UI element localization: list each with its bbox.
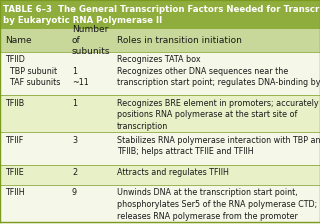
Text: Unwinds DNA at the transcription start point,
phosphorylates Ser5 of the RNA pol: Unwinds DNA at the transcription start p… bbox=[117, 188, 317, 221]
Text: TFIIH: TFIIH bbox=[5, 188, 24, 197]
FancyBboxPatch shape bbox=[0, 95, 320, 132]
Text: Stabilizes RNA polymerase interaction with TBP and
TFIIB; helps attract TFIIE an: Stabilizes RNA polymerase interaction wi… bbox=[117, 136, 320, 156]
Text: Attracts and regulates TFIIH: Attracts and regulates TFIIH bbox=[117, 168, 229, 177]
Text: 1: 1 bbox=[72, 99, 77, 108]
Text: 1
~11: 1 ~11 bbox=[72, 55, 89, 88]
FancyBboxPatch shape bbox=[0, 132, 320, 165]
FancyBboxPatch shape bbox=[0, 0, 320, 29]
Text: Number
of
subunits: Number of subunits bbox=[72, 25, 110, 56]
Text: TFIID
  TBP subunit
  TAF subunits: TFIID TBP subunit TAF subunits bbox=[5, 55, 60, 88]
FancyBboxPatch shape bbox=[0, 52, 320, 95]
FancyBboxPatch shape bbox=[0, 185, 320, 222]
Text: Roles in transition initiation: Roles in transition initiation bbox=[117, 36, 242, 45]
Text: 2: 2 bbox=[72, 168, 77, 177]
Text: TFIIB: TFIIB bbox=[5, 99, 24, 108]
Text: TFIIF: TFIIF bbox=[5, 136, 23, 144]
Text: TABLE 6–3  The General Transcription Factors Needed for Transcription Initiation: TABLE 6–3 The General Transcription Fact… bbox=[3, 4, 320, 25]
Text: TFIIE: TFIIE bbox=[5, 168, 24, 177]
Text: 3: 3 bbox=[72, 136, 77, 144]
Text: Recognizes BRE element in promoters; accurately
positions RNA polymerase at the : Recognizes BRE element in promoters; acc… bbox=[117, 99, 318, 131]
Text: Recognizes TATA box
Recognizes other DNA sequences near the
transcription start : Recognizes TATA box Recognizes other DNA… bbox=[117, 55, 320, 88]
FancyBboxPatch shape bbox=[0, 29, 320, 52]
Text: 9: 9 bbox=[72, 188, 77, 197]
Text: Name: Name bbox=[5, 36, 31, 45]
FancyBboxPatch shape bbox=[0, 165, 320, 185]
